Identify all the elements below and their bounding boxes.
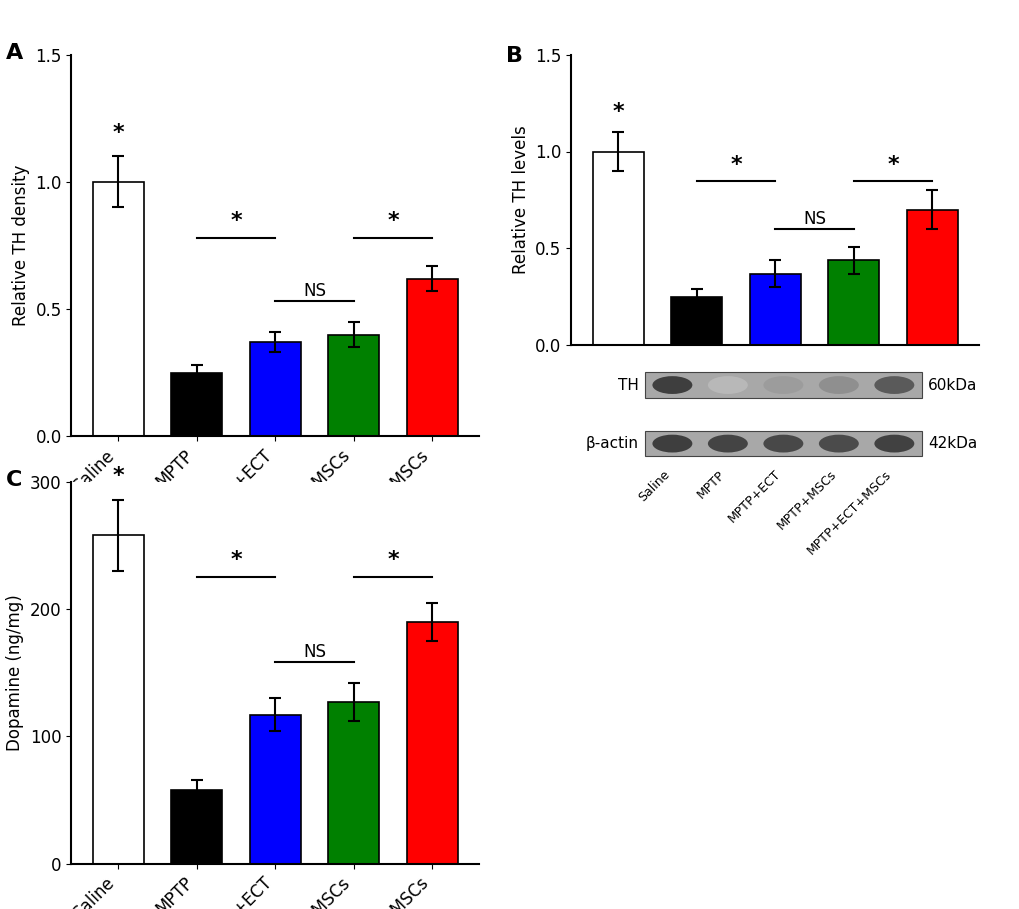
Text: NS: NS bbox=[802, 210, 825, 227]
Bar bbox=[592, 152, 643, 345]
Text: β-actin: β-actin bbox=[585, 436, 638, 451]
Ellipse shape bbox=[873, 435, 913, 453]
Bar bbox=[250, 342, 301, 436]
Text: MPTP+MSCs: MPTP+MSCs bbox=[773, 468, 838, 532]
Text: *: * bbox=[230, 211, 242, 231]
Text: NS: NS bbox=[303, 643, 326, 661]
Y-axis label: Relative TH density: Relative TH density bbox=[12, 165, 30, 326]
Text: B: B bbox=[505, 45, 523, 65]
Bar bbox=[749, 274, 800, 345]
Text: MPTP+ECT+MSCs: MPTP+ECT+MSCs bbox=[804, 468, 894, 557]
Bar bbox=[93, 535, 144, 864]
Text: MPTP+ECT: MPTP+ECT bbox=[726, 468, 783, 525]
Bar bbox=[644, 373, 921, 398]
Text: *: * bbox=[730, 155, 741, 175]
Y-axis label: Relative TH levels: Relative TH levels bbox=[512, 125, 529, 275]
Bar bbox=[250, 714, 301, 864]
Bar bbox=[93, 182, 144, 436]
Text: 60kDa: 60kDa bbox=[927, 377, 976, 393]
Bar bbox=[906, 210, 957, 345]
Bar bbox=[407, 622, 458, 864]
Text: MPTP: MPTP bbox=[694, 468, 728, 501]
Bar bbox=[407, 278, 458, 436]
Ellipse shape bbox=[707, 435, 747, 453]
Bar bbox=[644, 431, 921, 456]
Text: C: C bbox=[6, 470, 22, 490]
Ellipse shape bbox=[818, 435, 858, 453]
Text: 42kDa: 42kDa bbox=[927, 436, 976, 451]
Text: *: * bbox=[387, 550, 398, 570]
Text: *: * bbox=[887, 155, 898, 175]
Text: *: * bbox=[230, 550, 242, 570]
Ellipse shape bbox=[707, 376, 747, 394]
Bar bbox=[328, 702, 379, 864]
Ellipse shape bbox=[762, 376, 803, 394]
Ellipse shape bbox=[652, 435, 692, 453]
Ellipse shape bbox=[873, 376, 913, 394]
Text: A: A bbox=[6, 43, 23, 63]
Bar bbox=[827, 260, 878, 345]
Text: *: * bbox=[112, 466, 124, 486]
Bar bbox=[671, 297, 721, 345]
Text: NS: NS bbox=[303, 282, 326, 300]
Ellipse shape bbox=[818, 376, 858, 394]
Text: *: * bbox=[611, 102, 624, 122]
Text: *: * bbox=[387, 211, 398, 231]
Y-axis label: Dopamine (ng/mg): Dopamine (ng/mg) bbox=[6, 594, 24, 751]
Ellipse shape bbox=[652, 376, 692, 394]
Bar bbox=[171, 790, 222, 864]
Text: Saline: Saline bbox=[636, 468, 672, 504]
Text: TH: TH bbox=[618, 377, 638, 393]
Bar bbox=[171, 373, 222, 436]
Bar bbox=[328, 335, 379, 436]
Text: *: * bbox=[112, 123, 124, 143]
Ellipse shape bbox=[762, 435, 803, 453]
